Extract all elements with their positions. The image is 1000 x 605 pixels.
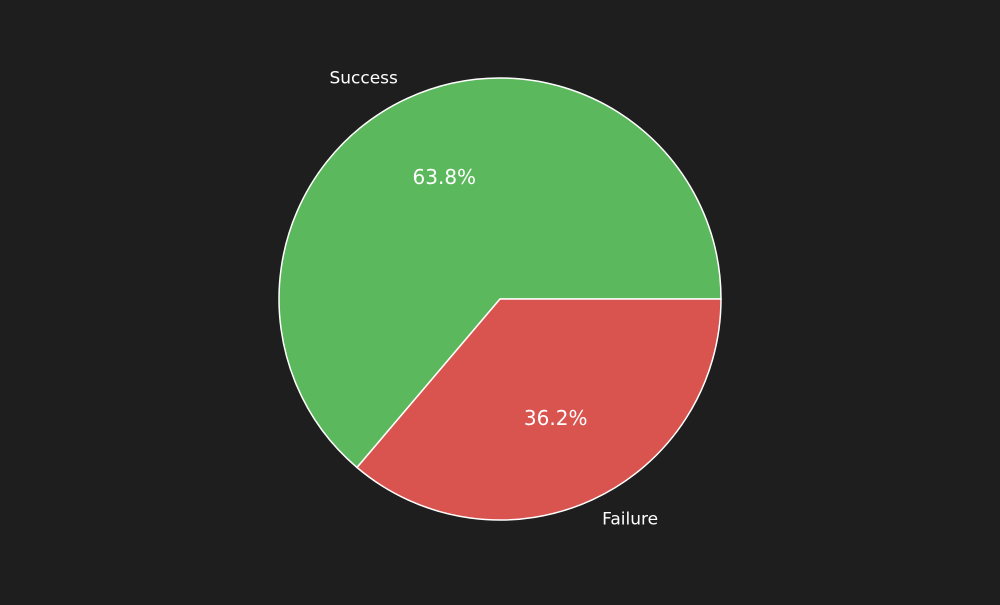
pie-slice-success — [278, 77, 722, 469]
slice-label-success: Success — [329, 68, 398, 88]
pie-slice-failure — [356, 298, 722, 521]
slice-percent-success: 63.8% — [413, 165, 477, 189]
slice-percent-failure: 36.2% — [524, 406, 588, 430]
slice-label-failure: Failure — [602, 510, 658, 530]
